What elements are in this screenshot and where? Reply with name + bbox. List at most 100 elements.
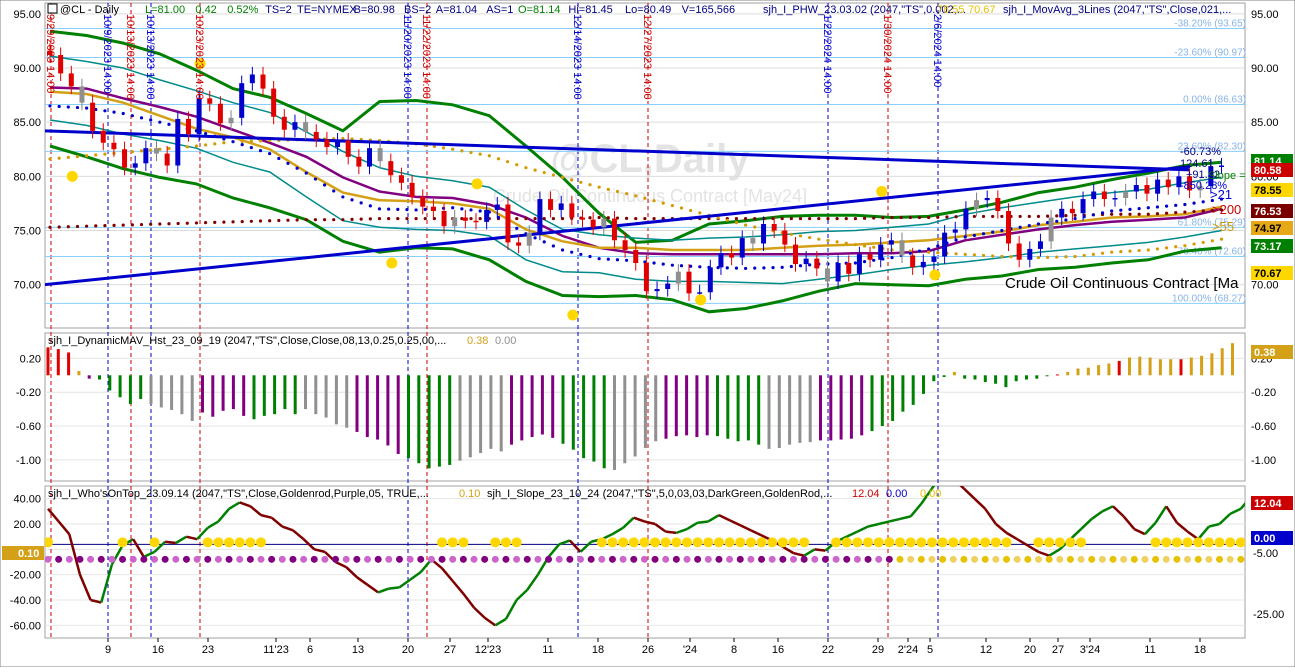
fib-level-label: -23.60% (90.97) [1174, 47, 1246, 58]
slope-marker [149, 537, 160, 548]
slope-segment [686, 521, 699, 531]
candle-body [899, 240, 905, 256]
whos-on-top-dot [1066, 555, 1074, 563]
pivot-marker [876, 186, 888, 197]
histogram-bar [540, 375, 544, 435]
overlay-dot [551, 173, 555, 177]
slope-segment [302, 538, 316, 551]
slope-marker [500, 537, 511, 548]
slope-marker [660, 537, 671, 548]
slope-segment [494, 617, 507, 627]
whos-on-top-dot [907, 555, 915, 563]
right-annotation: 124.61 [1180, 158, 1214, 170]
slope-segment [568, 539, 582, 553]
slope-marker [990, 537, 1001, 548]
slope-marker [980, 537, 991, 548]
slope-marker [703, 537, 714, 548]
histogram-bar [674, 375, 678, 437]
whos-on-top-dot [715, 555, 723, 563]
overlay-dot [213, 220, 217, 224]
whos-on-top-dot [172, 555, 180, 563]
hist-tick-right: -0.60 [1251, 421, 1276, 433]
slope-marker [969, 537, 980, 548]
histogram-bar [396, 375, 400, 454]
candle-body [537, 199, 543, 233]
pane2-title: sjh_I_DynamicMAV_Hst_23_09_19 (2047,"TS"… [48, 335, 446, 347]
overlay-dot [1174, 203, 1178, 207]
candle-body [984, 198, 990, 201]
candle-body [952, 229, 958, 233]
event-date-label: 10/13/2023 14:00 [124, 14, 136, 100]
slope-segment [153, 540, 167, 553]
slope-segment [228, 501, 241, 510]
whos-on-top-dot [1141, 555, 1149, 563]
histogram-bar [139, 375, 143, 399]
slope-segment [579, 540, 593, 553]
whos-on-top-dot [65, 555, 73, 563]
slope-segment [867, 522, 879, 528]
slope-segment [409, 571, 422, 581]
candle-body [79, 86, 85, 103]
slope-segment [1144, 521, 1157, 535]
overlay-dot [57, 156, 61, 160]
candle-body [452, 217, 458, 227]
overlay-dot [597, 257, 601, 261]
overlay-dot [945, 215, 949, 219]
overlay-dots [48, 136, 1224, 260]
histogram-bar [489, 375, 493, 449]
overlay-dot [597, 215, 601, 220]
x-tick-label: 18 [1194, 644, 1206, 656]
whos-on-top-dot [246, 555, 254, 563]
pane-toggle-box [47, 3, 58, 14]
histogram-bar [1148, 357, 1152, 376]
slope-segment [1218, 512, 1232, 525]
histogram-bar [67, 352, 71, 376]
overlay-dot [1000, 254, 1004, 259]
overlay-dot [194, 144, 199, 148]
slope-segment [1176, 521, 1189, 533]
trendline [45, 165, 1191, 287]
candle-body [281, 116, 287, 130]
hist-tick-left: -1.00 [16, 455, 41, 467]
whos-on-top-dot [193, 555, 201, 563]
pane3-value-b: 12.04 [852, 488, 880, 500]
overlay-dot [286, 161, 290, 165]
x-tick-label: 6 [307, 644, 313, 656]
histogram-bar [695, 375, 699, 438]
overlay-dot [496, 157, 501, 161]
histogram-bar [705, 375, 709, 436]
whos-on-top-dot [1173, 555, 1181, 563]
slope-segment [973, 497, 987, 510]
candle-body [856, 254, 862, 274]
overlay-dot [844, 241, 848, 245]
x-tick-label: 22 [822, 644, 834, 656]
whos-on-top-dot [736, 555, 744, 563]
overlay-dot [762, 266, 766, 270]
overlay-dot [295, 218, 299, 222]
label-layer: @CL - Daily L=81.00 0.42 0.52% TS=2 TE=NYMEXB… [2, 3, 1293, 560]
fib-level-label: -38.20% (93.65) [1174, 18, 1246, 29]
slope-segment [1122, 515, 1136, 530]
overlay-dot [927, 250, 931, 254]
slope-marker [884, 537, 895, 548]
histogram-bar [77, 371, 81, 376]
candle-body [1123, 191, 1129, 198]
slope-segment [718, 514, 731, 522]
slope-segment [995, 523, 1008, 534]
histogram-bar [1220, 348, 1224, 376]
overlay-dot [743, 216, 748, 221]
whos-on-top-dot [523, 555, 531, 563]
overlay-dot [515, 216, 519, 221]
overlay-dot [368, 204, 372, 208]
overlay-dot [387, 207, 391, 211]
whos-on-top-dot [853, 555, 861, 563]
overlay-dot [66, 155, 70, 159]
overlay-dot [771, 266, 775, 270]
whos-on-top-dot [981, 555, 989, 563]
slope-segment [504, 599, 518, 620]
candle-body [643, 263, 649, 292]
overlay-dot [1137, 248, 1141, 253]
histogram-bar [407, 375, 410, 459]
overlay-dot [1164, 204, 1169, 208]
overlay-dot [817, 216, 821, 221]
